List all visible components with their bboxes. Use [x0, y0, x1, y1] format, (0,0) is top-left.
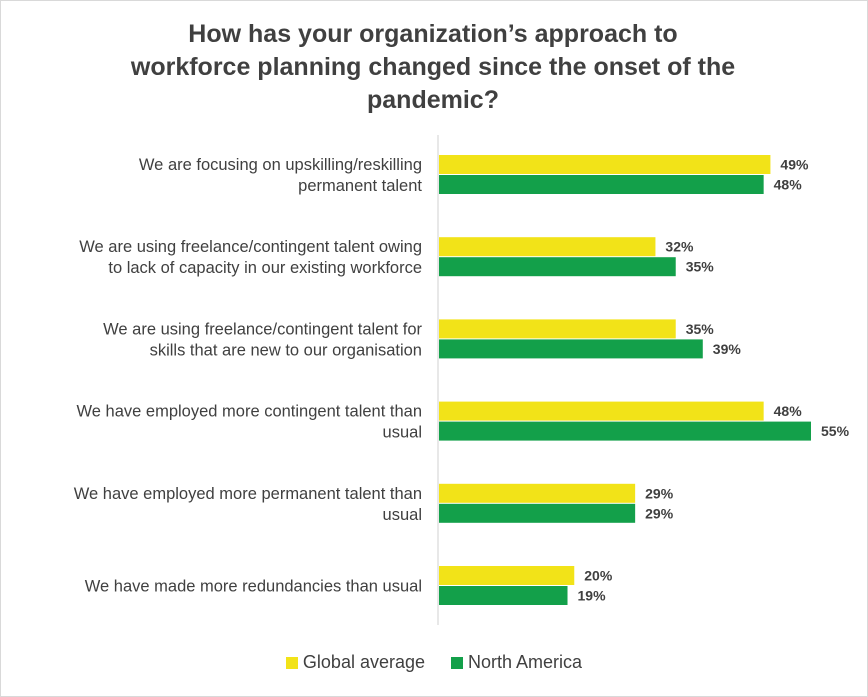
data-label-north-america: 29% [645, 505, 674, 521]
bar-global-average [439, 319, 676, 339]
bar-global-average [439, 155, 771, 174]
chart-legend: Global average North America [0, 652, 868, 673]
legend-swatch-north-america [451, 656, 464, 669]
bar-north-america [439, 503, 636, 523]
data-label-north-america: 35% [686, 259, 715, 275]
bar-north-america [439, 257, 676, 277]
data-label-global-average: 20% [584, 568, 613, 584]
category-label: usual [383, 506, 422, 524]
data-label-north-america: 39% [713, 341, 742, 357]
data-label-north-america: 48% [774, 177, 803, 193]
category-label: We have employed more permanent talent t… [74, 485, 422, 503]
bar-global-average [439, 401, 764, 421]
legend-label-global-average: Global average [302, 652, 426, 672]
data-label-global-average: 48% [774, 403, 803, 419]
data-label-north-america: 55% [821, 423, 850, 439]
data-label-global-average: 32% [665, 239, 694, 255]
bar-north-america [439, 339, 703, 359]
bar-north-america [439, 586, 568, 605]
category-label: We have made more redundancies than usua… [85, 578, 422, 596]
legend-item-global-average: Global average [285, 652, 426, 673]
data-label-north-america: 19% [578, 588, 607, 604]
data-label-global-average: 29% [645, 485, 674, 501]
category-label: We are using freelance/contingent talent… [103, 320, 422, 338]
bar-north-america [439, 175, 764, 194]
category-label: We are focusing on upskilling/reskilling [139, 156, 422, 174]
bar-north-america [439, 421, 811, 441]
data-label-global-average: 35% [686, 321, 715, 337]
bar-global-average [439, 566, 575, 585]
category-label: permanent talent [298, 177, 422, 195]
category-label: to lack of capacity in our existing work… [108, 259, 422, 277]
legend-swatch-global-average [285, 656, 298, 669]
legend-label-north-america: North America [468, 652, 583, 672]
category-label: We have employed more contingent talent … [77, 403, 423, 421]
bar-global-average [439, 483, 636, 503]
data-label-global-average: 49% [780, 157, 809, 173]
bar-global-average [439, 237, 656, 257]
chart-title: How has your organization’s approach to … [130, 20, 736, 114]
legend-item-north-america: North America [451, 652, 582, 673]
category-label: usual [383, 424, 422, 442]
category-label: skills that are new to our organisation [150, 341, 422, 359]
category-label: We are using freelance/contingent talent… [79, 238, 422, 256]
